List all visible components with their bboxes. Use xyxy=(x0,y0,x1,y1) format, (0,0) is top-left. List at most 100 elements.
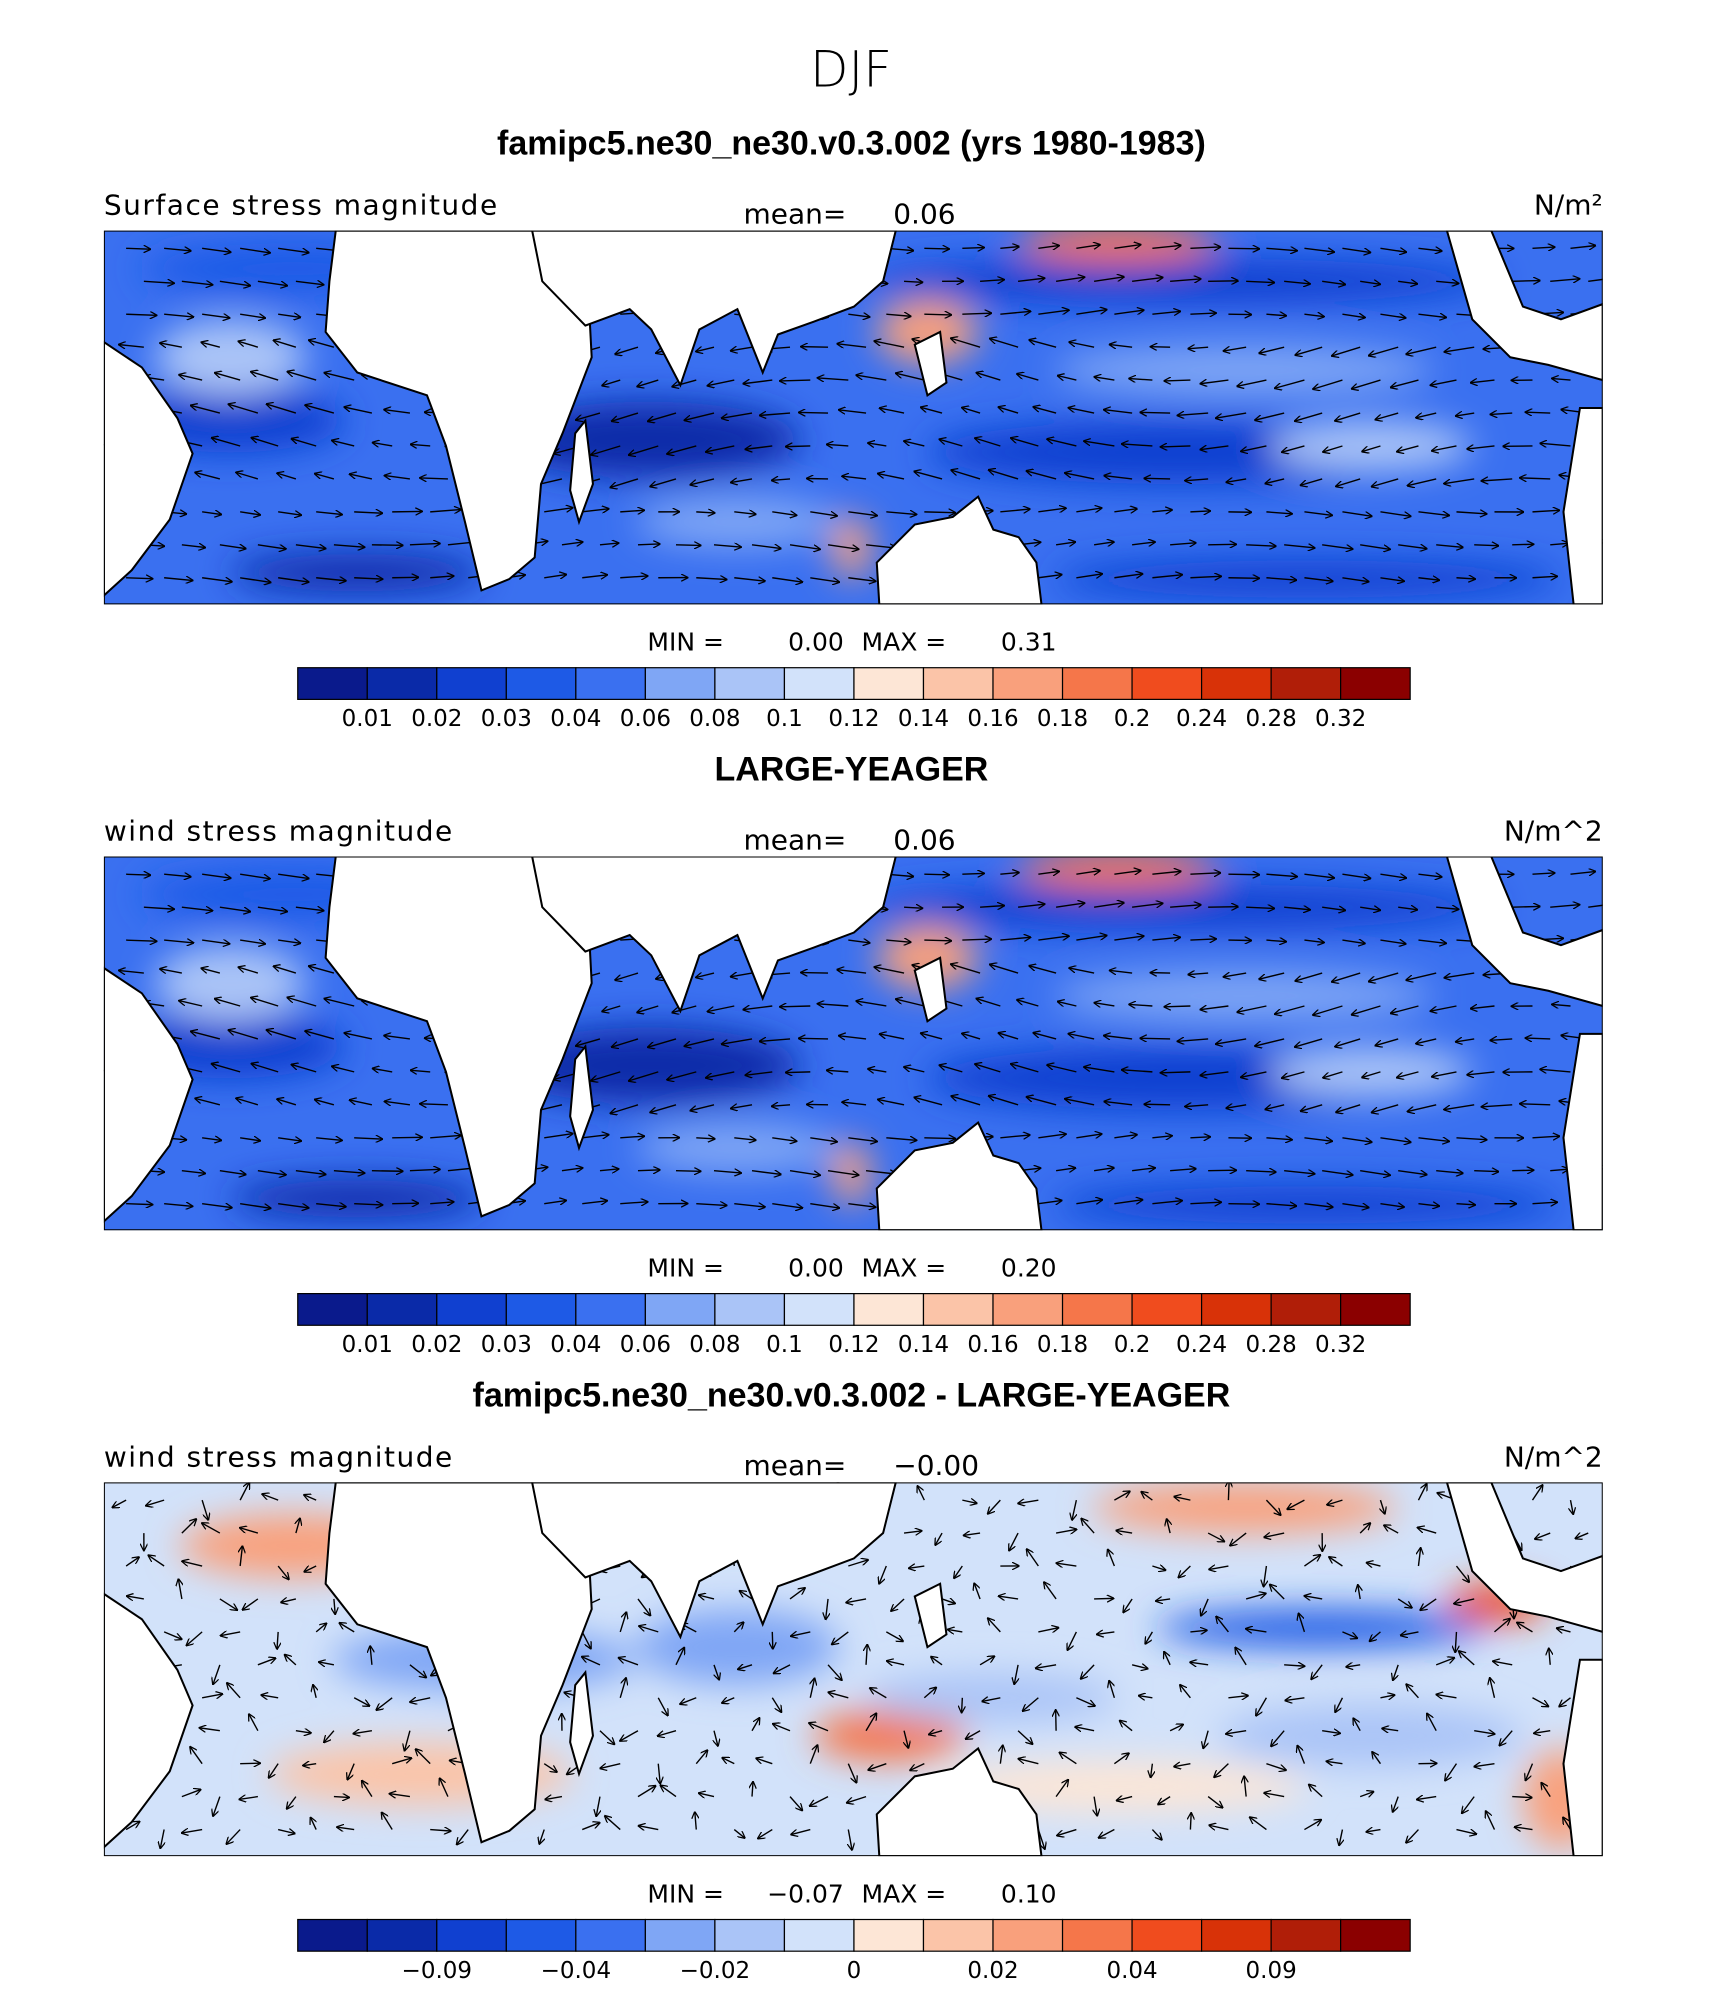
colorbar-label: 0.04 xyxy=(550,1332,601,1358)
colorbar-box xyxy=(297,667,368,700)
min-label: MIN = xyxy=(647,1879,724,1908)
colorbar-box xyxy=(644,1293,716,1326)
colorbar-label: 0 xyxy=(847,1958,862,1984)
land xyxy=(531,856,897,1014)
map xyxy=(103,856,1603,1231)
land xyxy=(1445,230,1603,382)
colorbar-box xyxy=(1200,1918,1272,1952)
colorbar-box xyxy=(1061,1293,1133,1326)
colorbar-box xyxy=(297,1293,368,1326)
units-label: N/m² xyxy=(1534,189,1603,222)
colorbar-label: 0.2 xyxy=(1114,706,1151,732)
colorbar-label: 0.01 xyxy=(342,1332,393,1358)
min-value: 0.00 xyxy=(788,628,844,657)
land xyxy=(103,340,194,597)
field-patch xyxy=(1054,560,1561,599)
field-patch xyxy=(1054,970,1435,1022)
colorbar-box xyxy=(1340,667,1411,700)
colorbar-box xyxy=(1270,1918,1342,1952)
colorbar-box xyxy=(853,1918,925,1952)
colorbar-label: 0.03 xyxy=(481,706,532,732)
land xyxy=(103,966,194,1223)
min-value: −0.07 xyxy=(767,1879,844,1908)
colorbar-label: 0.08 xyxy=(689,706,740,732)
land xyxy=(875,495,1043,605)
colorbar-box xyxy=(1270,667,1342,700)
units-label: N/m^2 xyxy=(1504,1440,1603,1473)
min-label: MIN = xyxy=(647,628,724,657)
colorbar-box xyxy=(922,1293,994,1326)
colorbar-box xyxy=(1061,667,1133,700)
colorbar-box xyxy=(644,667,716,700)
map xyxy=(103,1482,1603,1857)
colorbar-box xyxy=(575,1918,646,1952)
colorbar-box xyxy=(505,1293,577,1326)
colorbar-box xyxy=(505,1918,577,1952)
colorbar-box xyxy=(366,1293,438,1326)
min-label: MIN = xyxy=(647,1254,724,1283)
colorbar-box xyxy=(992,1293,1064,1326)
colorbar-label: 0.01 xyxy=(342,706,393,732)
land xyxy=(569,1044,594,1152)
colorbar-box xyxy=(922,1918,994,1952)
variable-label: Surface stress magnitude xyxy=(104,189,499,222)
wind-arrows xyxy=(111,1482,1599,1850)
colorbar-box xyxy=(575,1293,646,1326)
mean-label: mean= xyxy=(743,197,846,230)
mean-value: 0.06 xyxy=(893,197,955,230)
land xyxy=(531,230,897,388)
panel-title: famipc5.ne30_ne30.v0.3.002 (yrs 1980-198… xyxy=(497,125,1206,163)
colorbar-label: 0.14 xyxy=(898,1332,949,1358)
land xyxy=(1445,1482,1603,1633)
figure-title: DJF xyxy=(810,41,892,99)
variable-label: wind stress magnitude xyxy=(104,1440,454,1473)
field-patch xyxy=(813,1710,966,1762)
colorbar-label: 0.18 xyxy=(1037,1332,1088,1358)
field-patch xyxy=(864,1672,1118,1724)
field-patch xyxy=(636,1609,839,1686)
colorbar-label: −0.09 xyxy=(402,1958,472,1984)
mean-value: −0.00 xyxy=(893,1449,979,1482)
max-value: 0.20 xyxy=(1001,1254,1057,1283)
land xyxy=(569,418,594,526)
colorbar-box xyxy=(853,667,925,700)
max-label: MAX = xyxy=(862,1254,947,1283)
field-patch xyxy=(1054,1185,1561,1224)
field-patch xyxy=(1218,1704,1523,1768)
colorbar-box xyxy=(436,667,507,700)
land xyxy=(1562,1032,1603,1231)
variable-label: wind stress magnitude xyxy=(104,814,454,847)
colorbar-box xyxy=(575,667,646,700)
field-patch xyxy=(1092,1482,1397,1534)
land xyxy=(1445,856,1603,1008)
field-patch xyxy=(864,258,1498,305)
min-value: 0.00 xyxy=(788,1254,844,1283)
colorbar-label: 0.1 xyxy=(766,1332,803,1358)
colorbar-label: −0.04 xyxy=(541,1958,611,1984)
colorbar-label: 0.03 xyxy=(481,1332,532,1358)
colorbar-label: 0.04 xyxy=(550,706,601,732)
colorbar-label: 0.06 xyxy=(620,1332,671,1358)
land xyxy=(103,1592,194,1849)
colorbar-box xyxy=(783,1918,855,1952)
colorbar-label: 0.24 xyxy=(1176,1332,1227,1358)
colorbar-box xyxy=(992,1918,1064,1952)
colorbar-box xyxy=(714,1293,786,1326)
colorbar-box xyxy=(1200,667,1272,700)
colorbar-label: 0.32 xyxy=(1315,706,1366,732)
colorbar-label: 0.28 xyxy=(1246,706,1297,732)
colorbar-box xyxy=(714,667,786,700)
field-patch xyxy=(832,1141,871,1205)
mean-value: 0.06 xyxy=(893,823,955,856)
colorbar-label: 0.16 xyxy=(967,706,1018,732)
colorbar-box xyxy=(366,1918,438,1952)
colorbar-label: 0.12 xyxy=(828,1332,879,1358)
field-patch xyxy=(1016,230,1219,263)
field-patch xyxy=(1054,344,1435,396)
field-patch xyxy=(1155,1609,1485,1648)
colorbar-box xyxy=(436,1918,507,1952)
max-value: 0.10 xyxy=(1001,1879,1057,1908)
field-patch xyxy=(1269,420,1473,472)
colorbar-label: 0.06 xyxy=(620,706,671,732)
